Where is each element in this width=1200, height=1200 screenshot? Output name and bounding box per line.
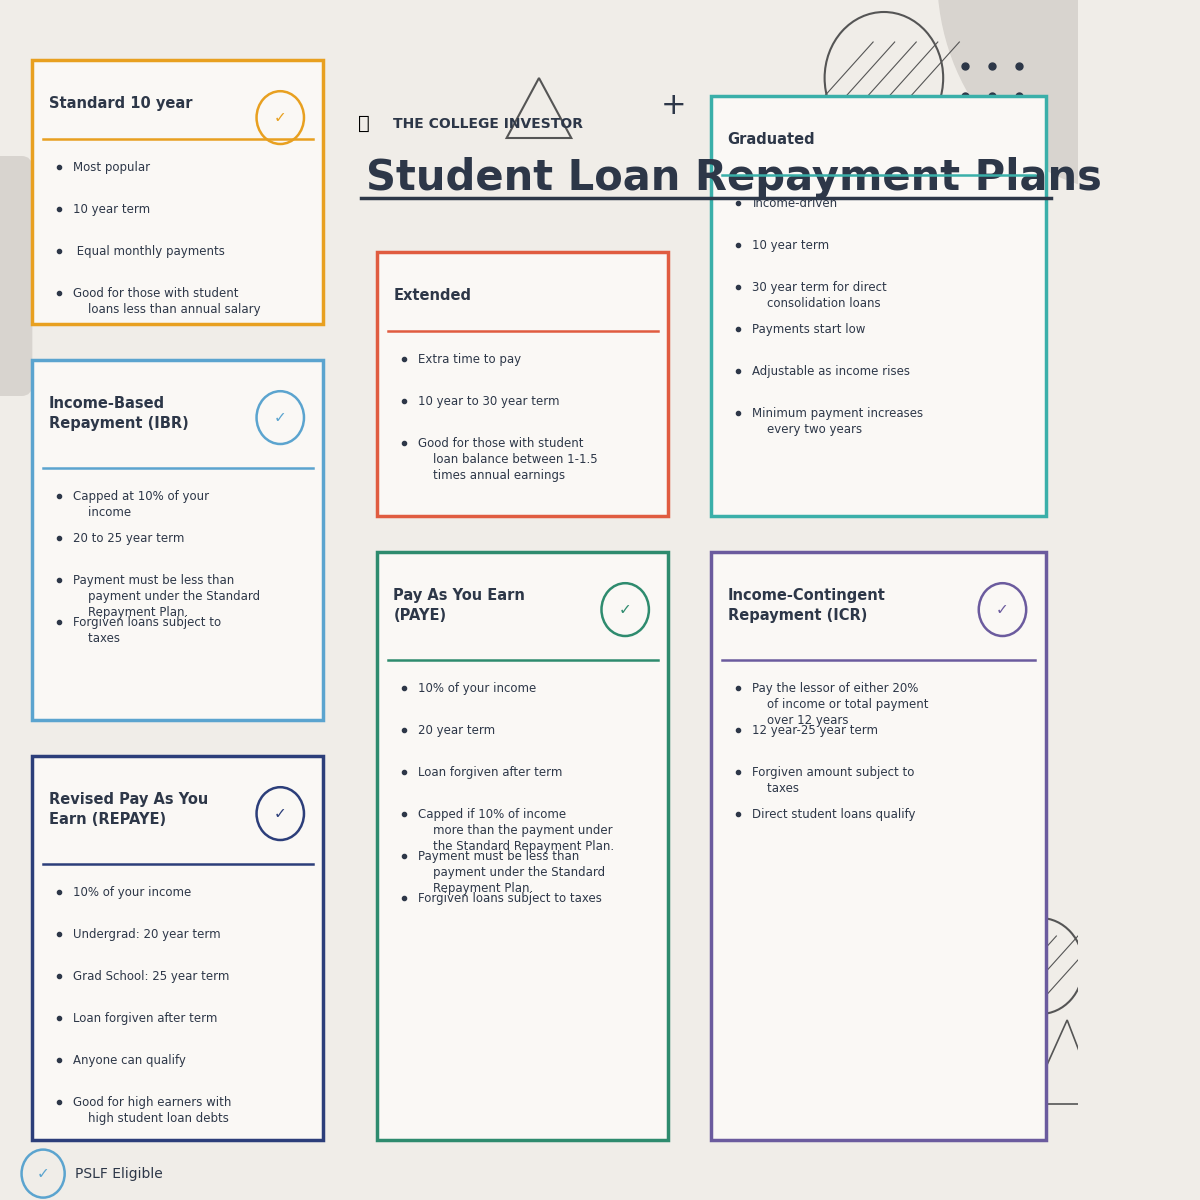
FancyBboxPatch shape [32, 360, 323, 720]
Text: Loan forgiven after term: Loan forgiven after term [419, 766, 563, 779]
Text: Extended: Extended [394, 288, 472, 304]
Text: Payments start low: Payments start low [752, 323, 865, 336]
Text: Capped if 10% of income
    more than the payment under
    the Standard Repayme: Capped if 10% of income more than the pa… [419, 808, 614, 852]
Text: Student Loan Repayment Plans: Student Loan Repayment Plans [366, 156, 1103, 198]
Text: 20 year term: 20 year term [419, 724, 496, 737]
Text: ✓: ✓ [37, 1166, 49, 1181]
Text: +: + [661, 91, 686, 120]
Text: Most popular: Most popular [73, 161, 150, 174]
Text: Graduated: Graduated [727, 132, 815, 148]
Text: Standard 10 year: Standard 10 year [48, 96, 192, 110]
Text: Minimum payment increases
    every two years: Minimum payment increases every two year… [752, 407, 924, 436]
Text: THE COLLEGE INVESTOR: THE COLLEGE INVESTOR [394, 116, 583, 131]
Text: 10 year term: 10 year term [73, 203, 150, 216]
Text: Payment must be less than
    payment under the Standard
    Repayment Plan.: Payment must be less than payment under … [419, 850, 605, 895]
Text: 🎓: 🎓 [359, 114, 371, 133]
Text: Forgiven loans subject to taxes: Forgiven loans subject to taxes [419, 892, 602, 905]
Text: Pay the lessor of either 20%
    of income or total payment
    over 12 years: Pay the lessor of either 20% of income o… [752, 682, 929, 726]
Text: Anyone can qualify: Anyone can qualify [73, 1054, 186, 1067]
Text: ✓: ✓ [274, 410, 287, 425]
FancyBboxPatch shape [32, 756, 323, 1140]
Text: Revised Pay As You
Earn (REPAYE): Revised Pay As You Earn (REPAYE) [48, 792, 208, 827]
Text: ✓: ✓ [619, 602, 631, 617]
Text: ✓: ✓ [996, 602, 1009, 617]
Text: Adjustable as income rises: Adjustable as income rises [752, 365, 911, 378]
Text: Undergrad: 20 year term: Undergrad: 20 year term [73, 928, 221, 941]
Text: 10 year to 30 year term: 10 year to 30 year term [419, 395, 559, 408]
FancyBboxPatch shape [0, 156, 32, 396]
Text: ✓: ✓ [274, 806, 287, 821]
Text: 20 to 25 year term: 20 to 25 year term [73, 532, 185, 545]
FancyBboxPatch shape [377, 552, 668, 1140]
Text: Loan forgiven after term: Loan forgiven after term [73, 1012, 217, 1025]
Text: +: + [938, 1092, 959, 1116]
Text: 10% of your income: 10% of your income [419, 682, 536, 695]
Text: Extra time to pay: Extra time to pay [419, 353, 521, 366]
FancyBboxPatch shape [712, 552, 1045, 1140]
Text: ✓: ✓ [274, 110, 287, 125]
Text: Income-Based
Repayment (IBR): Income-Based Repayment (IBR) [48, 396, 188, 431]
Text: Good for those with student
    loan balance between 1-1.5
    times annual earn: Good for those with student loan balance… [419, 437, 598, 481]
Text: 10 year term: 10 year term [752, 239, 829, 252]
Text: Good for high earners with
    high student loan debts: Good for high earners with high student … [73, 1096, 232, 1124]
Text: Forgiven loans subject to
    taxes: Forgiven loans subject to taxes [73, 616, 222, 644]
Circle shape [937, 0, 1200, 192]
Text: PSLF Eligible: PSLF Eligible [76, 1166, 163, 1181]
Text: 10% of your income: 10% of your income [73, 886, 192, 899]
Text: 12 year-25 year term: 12 year-25 year term [752, 724, 878, 737]
Text: Grad School: 25 year term: Grad School: 25 year term [73, 970, 229, 983]
FancyBboxPatch shape [32, 60, 323, 324]
Text: Income-driven: Income-driven [752, 197, 838, 210]
FancyBboxPatch shape [377, 252, 668, 516]
Text: Direct student loans qualify: Direct student loans qualify [752, 808, 916, 821]
Text: 30 year term for direct
    consolidation loans: 30 year term for direct consolidation lo… [752, 281, 887, 310]
Text: Income-Contingent
Repayment (ICR): Income-Contingent Repayment (ICR) [727, 588, 886, 623]
Text: Good for those with student
    loans less than annual salary: Good for those with student loans less t… [73, 287, 260, 316]
Text: Capped at 10% of your
    income: Capped at 10% of your income [73, 490, 210, 518]
Text: Pay As You Earn
(PAYE): Pay As You Earn (PAYE) [394, 588, 526, 623]
Text: Forgiven amount subject to
    taxes: Forgiven amount subject to taxes [752, 766, 914, 794]
Text: Payment must be less than
    payment under the Standard
    Repayment Plan.: Payment must be less than payment under … [73, 574, 260, 619]
Text: Equal monthly payments: Equal monthly payments [73, 245, 226, 258]
FancyBboxPatch shape [712, 96, 1045, 516]
